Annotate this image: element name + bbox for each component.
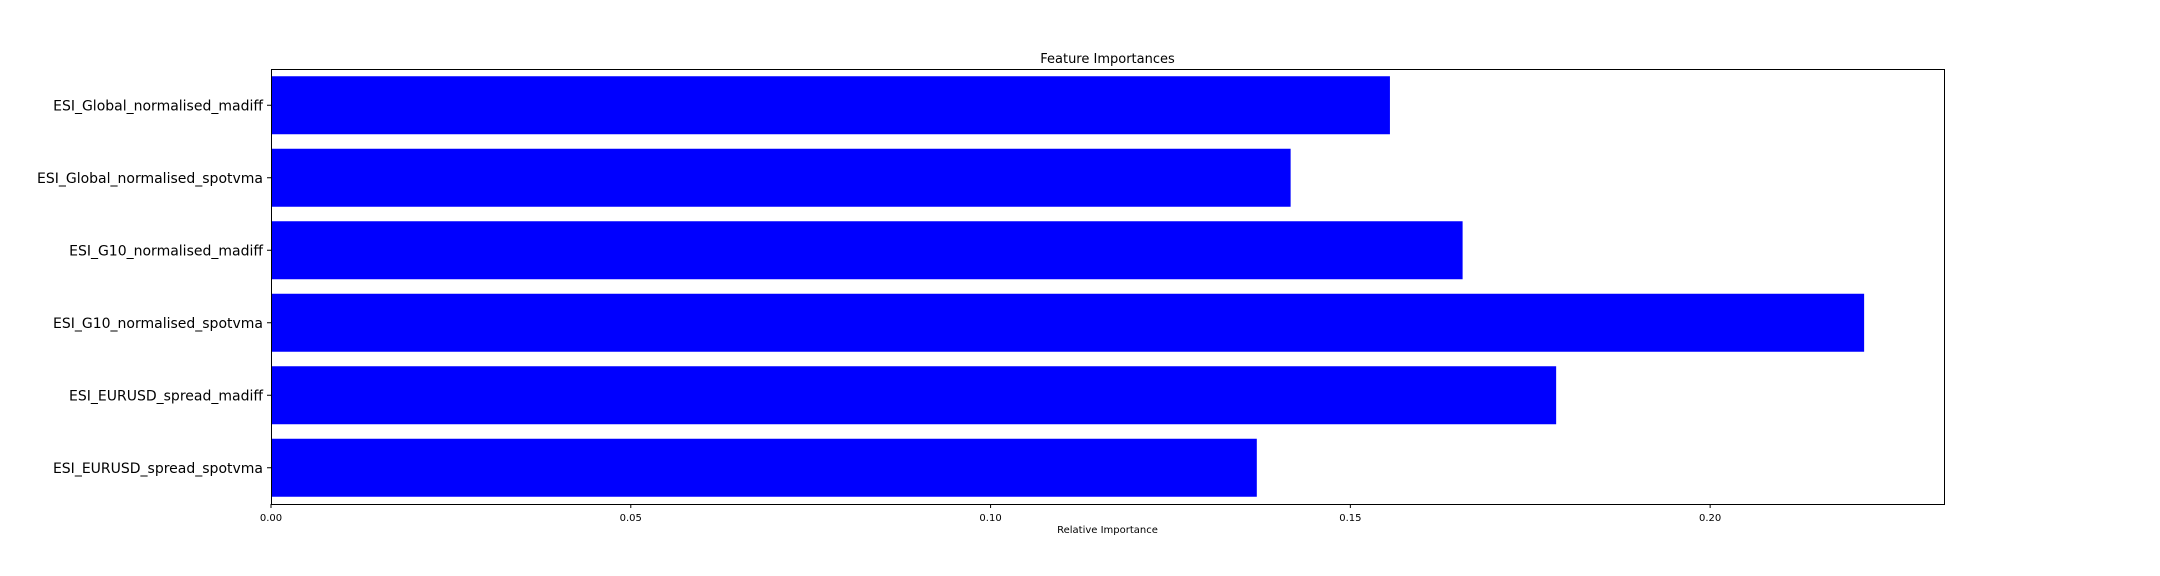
x-axis: 0.00 0.05 0.10 0.15 0.20 <box>260 504 1721 524</box>
y-axis: ESI_EURUSD_spread_spotvma ESI_EURUSD_spre… <box>37 98 271 477</box>
y-tick-label: ESI_Global_normalised_spotvma <box>37 171 263 187</box>
bar-3 <box>271 221 1463 280</box>
bar-2 <box>271 293 1865 352</box>
x-tick-label: 0.00 <box>260 513 282 524</box>
y-tick-label: ESI_Global_normalised_madiff <box>53 98 263 114</box>
bar-4 <box>271 148 1291 207</box>
bars-group <box>271 76 1865 497</box>
chart-title: Feature Importances <box>1040 52 1175 67</box>
plot-frame <box>271 69 1945 505</box>
y-tick-label: ESI_G10_normalised_spotvma <box>53 316 263 332</box>
x-tick-label: 0.10 <box>979 513 1001 524</box>
x-tick-label: 0.05 <box>620 513 642 524</box>
y-tick-label: ESI_G10_normalised_madiff <box>69 243 263 259</box>
bar-0 <box>271 438 1257 497</box>
x-tick-label: 0.20 <box>1699 513 1721 524</box>
bar-1 <box>271 366 1557 425</box>
y-tick-label: ESI_EURUSD_spread_madiff <box>69 388 263 404</box>
x-tick-label: 0.15 <box>1339 513 1361 524</box>
y-tick-label: ESI_EURUSD_spread_spotvma <box>53 461 263 477</box>
x-axis-label: Relative Importance <box>1057 525 1158 536</box>
bar-5 <box>271 76 1390 135</box>
